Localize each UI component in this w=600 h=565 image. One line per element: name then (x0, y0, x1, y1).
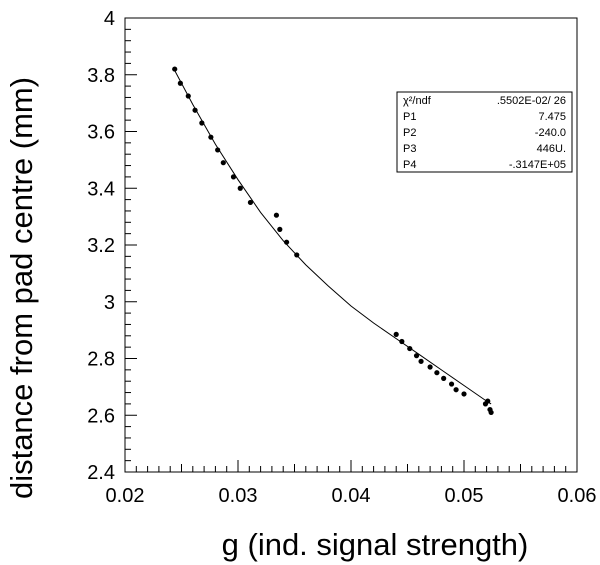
data-point (407, 345, 413, 352)
stats-label: P1 (403, 111, 416, 123)
stats-label: P2 (403, 127, 416, 139)
x-tick-label: 0.04 (332, 485, 371, 507)
data-point (283, 239, 290, 245)
data-point (488, 409, 494, 416)
x-tick-label: 0.06 (558, 485, 597, 507)
y-tick-label: 2.8 (87, 349, 115, 371)
data-point (418, 358, 424, 364)
stats-value: 446U. (537, 143, 566, 155)
x-axis-title: g (ind. signal strength) (222, 527, 529, 562)
x-tick-label: 0.03 (219, 485, 258, 507)
x-tick-label: 0.02 (106, 485, 145, 507)
data-point (453, 387, 459, 393)
stats-value: 7.475 (538, 111, 566, 123)
stats-label: χ²/ndf (403, 95, 432, 107)
data-point (215, 147, 221, 153)
data-point (273, 212, 280, 218)
data-point (413, 353, 420, 359)
fit-curve (174, 70, 492, 405)
stats-value: -.3147E+05 (509, 159, 566, 171)
y-tick-label: 4 (104, 8, 115, 30)
y-tick-label: 3.4 (87, 178, 115, 200)
plot-frame (124, 17, 578, 473)
x-tick-label: 0.05 (445, 485, 484, 507)
data-point (461, 391, 467, 397)
data-point (199, 120, 205, 126)
data-point (185, 93, 191, 99)
data-point (294, 252, 300, 258)
stats-box (396, 91, 573, 173)
data-point (172, 66, 178, 72)
data-point (427, 364, 433, 370)
stats-label: P3 (403, 143, 416, 155)
y-axis-title: distance from pad centre (mm) (4, 77, 39, 499)
data-point (192, 107, 198, 113)
data-point (230, 174, 237, 180)
data-point (485, 398, 491, 404)
data-point (393, 331, 399, 337)
data-point (177, 80, 183, 86)
data-point (208, 134, 214, 140)
data-point (399, 338, 405, 345)
stats-value: .5502E-02/ 26 (497, 95, 566, 107)
y-tick-label: 3.2 (87, 235, 115, 257)
data-point (247, 199, 254, 206)
y-tick-label: 3.8 (87, 65, 115, 87)
stats-label: P4 (403, 159, 416, 171)
data-point (448, 381, 455, 387)
data-point (277, 226, 283, 232)
y-tick-label: 2.6 (87, 405, 115, 427)
y-tick-label: 2.4 (87, 462, 115, 484)
data-point (220, 160, 226, 166)
stats-value: -240.0 (535, 127, 566, 139)
data-point (441, 375, 447, 381)
data-point (434, 370, 440, 376)
y-tick-label: 3 (104, 292, 115, 314)
data-point (237, 185, 243, 191)
y-tick-label: 3.6 (87, 122, 115, 144)
